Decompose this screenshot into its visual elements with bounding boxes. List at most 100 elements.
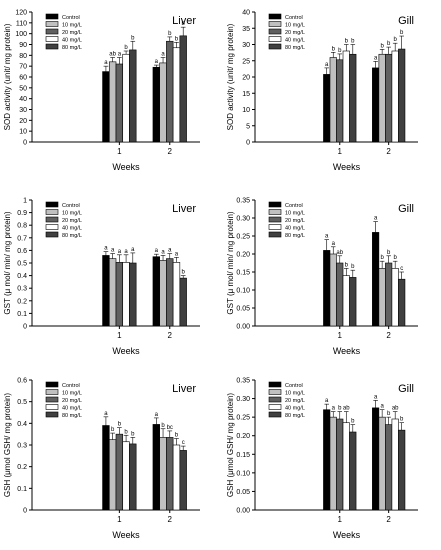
legend-swatch [268,224,282,230]
bar-80-mg-l-week-2 [398,278,406,327]
panel-title: Gill [398,383,414,395]
significance-letter: a [155,59,159,65]
legend-swatch [45,396,59,403]
bar-10-mg-l-week-1 [108,258,117,327]
y-tick-label: 90 [19,42,27,49]
bar-10-mg-l-week-1 [329,416,337,511]
significance-letter: a [175,251,179,257]
y-tick-label: 15 [242,91,250,98]
bar-80-mg-l-week-1 [129,262,137,327]
legend-label: 20 mg/L [285,30,305,36]
y-tick-label: 0.8 [17,223,27,230]
x-tick-label: 1 [338,515,343,524]
bar-80-mg-l-week-1 [349,431,357,511]
legend-label: Control [285,383,303,389]
y-tick-label: 0.35 [236,198,250,205]
legend-label: 40 mg/L [285,37,305,43]
significance-letter: b [380,43,384,49]
bar-40-mg-l-week-1 [122,53,130,143]
significance-letter: b [351,419,355,425]
y-tick-label: 0.25 [236,415,250,422]
bar-20-mg-l-week-1 [336,418,344,511]
y-tick-label: 120 [15,10,27,17]
legend-swatch [268,389,282,395]
legend-label: 10 mg/L [62,390,82,396]
significance-letter: ab [336,250,343,256]
panel-title: Liver [172,15,196,27]
significance-letter: a [104,246,108,252]
significance-letter: b [182,270,186,276]
y-tick-label: 0 [246,140,250,147]
legend-swatch [268,381,282,388]
significance-letter: a [168,248,172,254]
y-tick-label: 0 [23,140,27,147]
bar-40-mg-l-week-1 [122,262,130,327]
legend-swatch [268,43,282,50]
y-tick-label: 0.20 [236,433,250,440]
y-tick-label: 35 [242,26,250,33]
y-tick-label: 10 [242,107,250,114]
panel-title: Gill [398,15,414,27]
legend-label: 40 mg/L [285,405,305,411]
bar-10-mg-l-week-1 [108,61,117,143]
bar-10-mg-l-week-2 [159,437,167,511]
panel-title: Liver [172,203,196,215]
y-tick-label: 0.5 [17,261,27,268]
bar-20-mg-l-week-2 [166,437,174,511]
legend-swatch [45,201,59,208]
legend-label: 40 mg/L [285,225,305,231]
significance-letter: b [168,31,172,37]
legend-label: 80 mg/L [62,233,82,239]
y-tick-label: 70 [19,64,27,71]
significance-letter: b [175,36,179,42]
significance-letter: b [131,431,135,437]
bar-80-mg-l-week-2 [179,35,187,143]
significance-letter: ab [109,52,116,58]
significance-letter: a [104,411,108,417]
y-tick-label: 0.2 [17,464,27,471]
bar-10-mg-l-week-2 [378,416,386,511]
y-tick-label: 0.5 [17,399,27,406]
bar-20-mg-l-week-2 [385,424,393,511]
legend-label: Control [285,15,303,21]
bar-control-week-1 [323,250,331,327]
bar-40-mg-l-week-1 [342,275,350,327]
bar-control-week-2 [152,424,160,511]
significance-letter: b [332,46,336,52]
y-axis-label: GST (μ mol/ min/ mg protein) [3,211,12,314]
x-tick-label: 2 [168,515,173,524]
y-tick-label: 30 [242,42,250,49]
bar-10-mg-l-week-1 [329,253,337,327]
y-tick-label: 5 [246,123,250,130]
significance-letter: b [161,423,165,429]
y-tick-label: 1 [23,198,27,205]
x-axis-label: Weeks [112,162,140,172]
bar-20-mg-l-week-2 [166,258,174,327]
legend-swatch [268,209,282,215]
bar-10-mg-l-week-1 [108,439,117,511]
significance-letter: ab [392,406,399,412]
y-tick-label: 0.4 [17,273,27,280]
bar-control-week-2 [152,256,160,327]
panel-title: Gill [398,203,414,215]
legend-label: Control [62,383,80,389]
y-tick-label: 40 [19,96,27,103]
bar-20-mg-l-week-2 [166,40,174,143]
bar-20-mg-l-week-2 [385,262,393,327]
significance-letter: a [118,249,122,255]
y-tick-label: 30 [19,107,27,114]
legend-label: 20 mg/L [62,218,82,224]
legend-swatch [45,28,59,35]
bar-40-mg-l-week-2 [391,418,399,511]
bar-40-mg-l-week-2 [391,268,399,327]
y-axis-label: SOD activity (unit/ mg protein) [3,23,12,130]
legend-swatch [268,411,282,418]
y-tick-label: 0.9 [17,210,27,217]
x-tick-label: 1 [117,147,122,156]
significance-letter: b [345,262,349,268]
bar-80-mg-l-week-2 [179,277,187,327]
significance-letter: c [400,266,403,272]
x-tick-label: 2 [168,147,173,156]
